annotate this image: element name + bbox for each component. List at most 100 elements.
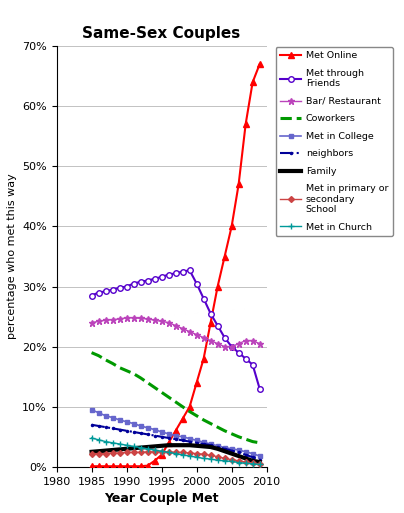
- Met through
Friends: [117, 285, 122, 291]
- Legend: Met Online, Met through
Friends, Bar/ Restaurant, Coworkers, Met in College, nei: Met Online, Met through Friends, Bar/ Re…: [276, 47, 393, 236]
- Met Online: [180, 416, 185, 422]
- Met in College: [166, 431, 171, 437]
- Met Online: [229, 223, 234, 229]
- Met in primary or
secondary
School: [236, 458, 241, 464]
- Coworkers: [124, 368, 129, 374]
- neighbors: [138, 430, 143, 436]
- Family: [159, 443, 164, 449]
- Met through
Friends: [180, 268, 185, 274]
- neighbors: [89, 422, 94, 428]
- Met Online: [215, 284, 220, 290]
- Line: Met in College: Met in College: [90, 408, 262, 458]
- Bar/ Restaurant: [159, 319, 164, 325]
- Met through
Friends: [103, 288, 108, 294]
- Met in primary or
secondary
School: [243, 459, 248, 465]
- Met through
Friends: [243, 356, 248, 362]
- Line: Met in Church: Met in Church: [89, 435, 263, 467]
- Bar/ Restaurant: [145, 316, 150, 322]
- Met in primary or
secondary
School: [229, 457, 234, 463]
- neighbors: [201, 441, 206, 447]
- Family: [229, 450, 234, 457]
- Line: Met in primary or
secondary
School: Met in primary or secondary School: [90, 450, 262, 466]
- Met through
Friends: [89, 292, 94, 299]
- Met in primary or
secondary
School: [194, 450, 199, 457]
- Met Online: [89, 463, 94, 469]
- Met Online: [208, 320, 213, 326]
- neighbors: [131, 429, 136, 435]
- Coworkers: [194, 412, 199, 419]
- Family: [208, 444, 213, 450]
- Met Online: [166, 440, 171, 446]
- Met Online: [103, 463, 108, 469]
- Bar/ Restaurant: [173, 323, 178, 329]
- Family: [187, 442, 192, 448]
- Family: [89, 449, 94, 455]
- neighbors: [194, 440, 199, 446]
- Met in primary or
secondary
School: [222, 456, 227, 462]
- Bar/ Restaurant: [257, 341, 262, 347]
- Met Online: [124, 463, 129, 469]
- Met in primary or
secondary
School: [145, 449, 150, 455]
- Met in Church: [180, 452, 185, 458]
- Coworkers: [138, 375, 143, 381]
- Met in Church: [187, 453, 192, 459]
- neighbors: [103, 424, 108, 430]
- Family: [103, 447, 108, 453]
- Met in Church: [131, 443, 136, 449]
- Met in College: [96, 410, 101, 416]
- Met in primary or
secondary
School: [103, 450, 108, 457]
- Coworkers: [173, 399, 178, 405]
- Met in primary or
secondary
School: [124, 449, 129, 456]
- Met in Church: [96, 437, 101, 443]
- Bar/ Restaurant: [110, 317, 115, 323]
- Bar/ Restaurant: [236, 341, 241, 347]
- Family: [166, 442, 171, 448]
- Family: [173, 442, 178, 448]
- Bar/ Restaurant: [180, 326, 185, 332]
- Met through
Friends: [110, 286, 115, 292]
- Met in primary or
secondary
School: [250, 460, 255, 466]
- Met in College: [201, 439, 206, 445]
- Met in Church: [145, 446, 150, 452]
- neighbors: [236, 449, 241, 456]
- neighbors: [145, 431, 150, 438]
- Met Online: [250, 79, 255, 85]
- Family: [236, 453, 241, 459]
- Met in College: [124, 419, 129, 425]
- neighbors: [159, 433, 164, 440]
- Bar/ Restaurant: [187, 328, 192, 334]
- Met in College: [257, 453, 262, 459]
- Bar/ Restaurant: [117, 316, 122, 322]
- Met through
Friends: [208, 310, 213, 317]
- Met in Church: [110, 440, 115, 446]
- Met through
Friends: [187, 267, 192, 273]
- neighbors: [229, 447, 234, 453]
- neighbors: [243, 452, 248, 458]
- Family: [243, 456, 248, 462]
- Bar/ Restaurant: [103, 317, 108, 323]
- Met in Church: [152, 447, 157, 453]
- Met Online: [117, 463, 122, 469]
- Family: [145, 444, 150, 450]
- Coworkers: [89, 349, 94, 356]
- Met in College: [229, 446, 234, 452]
- Title: Same-Sex Couples: Same-Sex Couples: [82, 26, 241, 41]
- Coworkers: [96, 352, 101, 359]
- Coworkers: [250, 439, 255, 445]
- Line: Bar/ Restaurant: Bar/ Restaurant: [88, 314, 263, 350]
- Bar/ Restaurant: [89, 320, 94, 326]
- Coworkers: [103, 357, 108, 363]
- Coworkers: [201, 417, 206, 423]
- Bar/ Restaurant: [222, 344, 227, 350]
- Family: [96, 448, 101, 455]
- Met through
Friends: [138, 279, 143, 285]
- Met through
Friends: [257, 386, 262, 392]
- Family: [222, 448, 227, 455]
- Line: Met through
Friends: Met through Friends: [89, 268, 263, 391]
- Met in College: [159, 429, 164, 435]
- Line: Coworkers: Coworkers: [92, 352, 260, 443]
- Bar/ Restaurant: [243, 338, 248, 344]
- neighbors: [208, 442, 213, 448]
- Line: Family: Family: [92, 445, 260, 462]
- Met in Church: [159, 448, 164, 455]
